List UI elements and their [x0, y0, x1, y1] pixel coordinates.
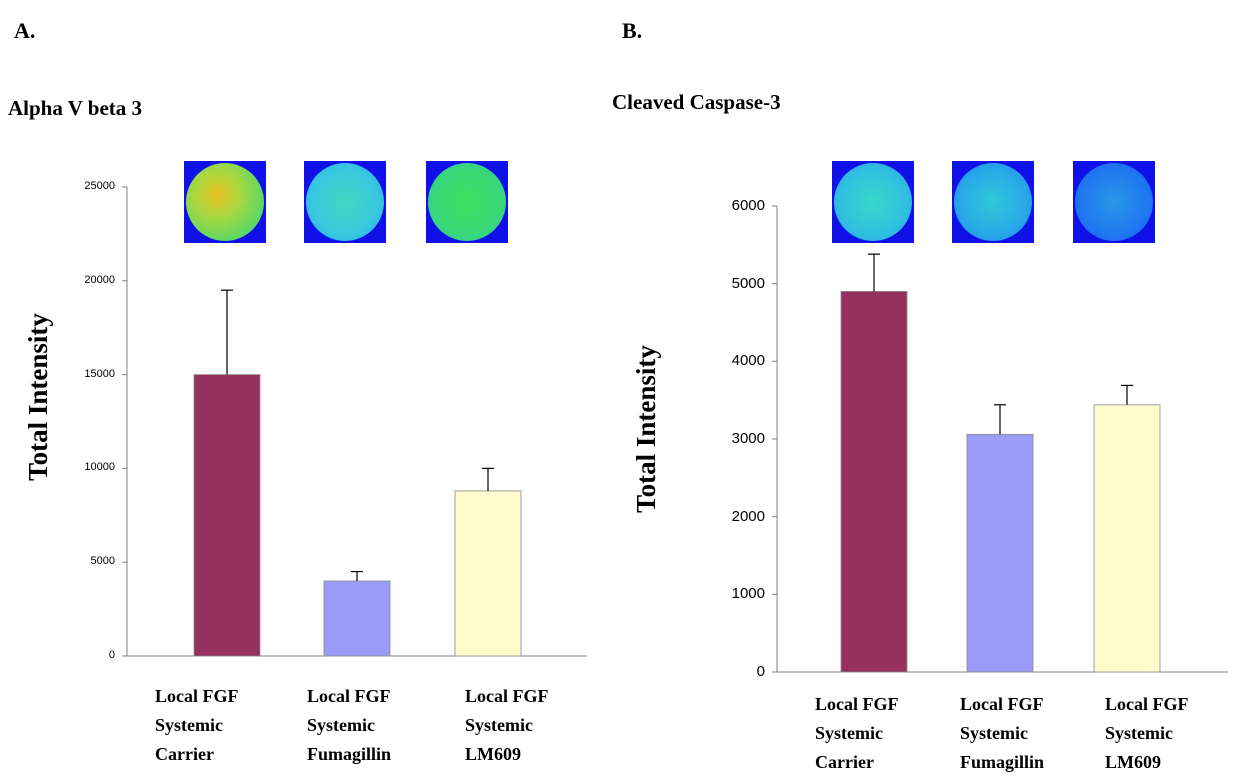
cat-line: Local FGF [155, 686, 239, 706]
cat-line: LM609 [1105, 752, 1161, 772]
cat-line: Carrier [815, 752, 874, 772]
cat-line: Systemic [465, 715, 533, 735]
chart-b-tick-label: 3000 [731, 430, 765, 447]
chart-a-category-carrier: Local FGF Systemic Carrier [155, 682, 239, 769]
chart-a-tick-label: 20000 [84, 273, 115, 286]
chart-a-tick-label: 15000 [84, 367, 115, 380]
cat-line: Systemic [960, 723, 1028, 743]
cat-line: LM609 [465, 744, 521, 764]
cat-line: Systemic [815, 723, 883, 743]
chart-a-bar-lm609 [454, 490, 522, 657]
chart-b-bar-lm609 [1093, 404, 1161, 673]
chart-a-tick-label: 25000 [84, 180, 115, 192]
chart-b-tick-label: 1000 [731, 585, 765, 603]
chart-b-category-carrier: Local FGF Systemic Carrier [815, 690, 899, 777]
chart-a-bar-carrier [193, 374, 261, 657]
chart-a-bar-fumagillin [323, 580, 391, 657]
panel-a-letter: A. [14, 18, 36, 43]
chart-b-bar-fumagillin [966, 433, 1034, 673]
cat-line: Systemic [155, 715, 223, 735]
chart-a-category-fumagillin: Local FGF Systemic Fumagillin [307, 682, 391, 769]
cat-line: Local FGF [307, 686, 391, 706]
chart-b-tick-label: 5000 [731, 274, 765, 292]
cat-line: Systemic [1105, 723, 1173, 743]
cat-line: Local FGF [960, 694, 1044, 714]
chart-b-tick-label: 2000 [731, 507, 765, 525]
cat-line: Fumagillin [307, 744, 392, 764]
heatmap-a-fumagillin [304, 161, 386, 243]
chart-b-category-fumagillin: Local FGF Systemic Fumagillin [960, 690, 1044, 777]
panel-b-title: Cleaved Caspase-3 [612, 90, 781, 114]
heatmap-a-lm609 [426, 161, 508, 243]
heatmap-a-carrier [184, 161, 266, 243]
heatmap-b-fumagillin [952, 161, 1034, 243]
cat-line: Systemic [307, 715, 375, 735]
chart-b-tick-label: 6000 [731, 197, 765, 214]
panel-a-title: Alpha V beta 3 [8, 96, 143, 120]
chart-a-category-lm609: Local FGF Systemic LM609 [465, 682, 549, 769]
chart-b-tick-label: 0 [756, 663, 765, 680]
chart-b-tick-label: 4000 [731, 352, 765, 370]
panel-b-letter: B. [622, 18, 643, 43]
cat-line: Local FGF [815, 694, 899, 714]
cat-line: Local FGF [465, 686, 549, 706]
heatmap-b-carrier [832, 161, 914, 243]
cat-line: Local FGF [1105, 694, 1189, 714]
chart-a-tick-label: 10000 [84, 461, 115, 474]
chart-a-tick-label: 5000 [90, 555, 115, 568]
heatmap-b-lm609 [1073, 161, 1155, 243]
chart-b-category-lm609: Local FGF Systemic LM609 [1105, 690, 1189, 777]
chart-a-tick-label: 0 [108, 649, 115, 661]
chart-b-bar-carrier [840, 291, 908, 673]
cat-line: Fumagillin [960, 752, 1045, 772]
cat-line: Carrier [155, 744, 214, 764]
